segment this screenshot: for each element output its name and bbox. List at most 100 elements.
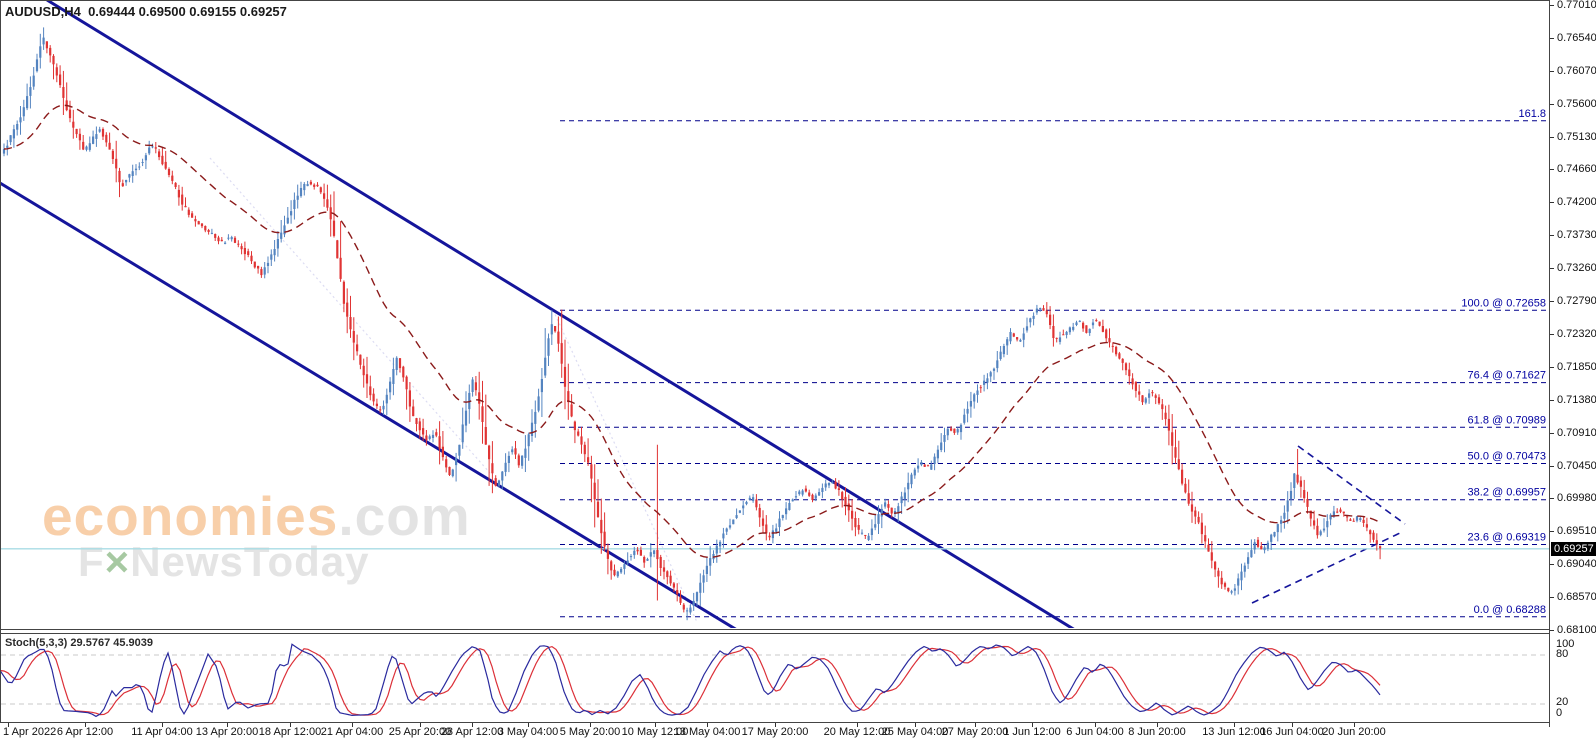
price-scale-tick <box>1550 169 1554 171</box>
time-axis-tick <box>915 723 916 727</box>
ohlc-values: 0.69444 0.69500 0.69155 0.69257 <box>88 4 287 19</box>
price-scale-tick <box>1550 564 1554 566</box>
price-scale-tick <box>1550 333 1554 335</box>
price-scale-tick <box>1550 268 1554 270</box>
stoch-scale-label: 20 <box>1556 696 1569 708</box>
time-axis-label: 13 Apr 20:00 <box>195 726 259 738</box>
time-axis-tick <box>420 723 421 727</box>
time-axis-tick <box>162 723 163 727</box>
time-axis-tick <box>1157 723 1158 727</box>
time-axis-label: 17 May 20:00 <box>741 726 809 738</box>
stoch-name: Stoch(5,3,3) <box>5 637 68 649</box>
price-scale-label: 0.69510 <box>1557 525 1596 538</box>
time-axis-tick <box>590 723 591 727</box>
time-axis-tick <box>1234 723 1235 727</box>
price-scale-label: 0.71850 <box>1557 360 1596 373</box>
price-scale-label: 0.73260 <box>1557 262 1596 275</box>
time-axis-tick <box>975 723 976 727</box>
wedge-support-line <box>1251 532 1401 604</box>
watermark-x-mark-icon: × <box>104 538 131 585</box>
price-scale-tick <box>1550 70 1554 72</box>
time-axis-label: 16 Jun 04:00 <box>1260 726 1324 738</box>
fib-level-label: 161.8 <box>1518 108 1546 120</box>
stoch-values: 29.5767 45.9039 <box>70 637 154 649</box>
stoch-k-line <box>1 643 1381 718</box>
price-scale-tick <box>1550 630 1554 631</box>
price-scale-label: 0.76070 <box>1557 64 1596 77</box>
watermark-fxnewstoday: F×NewsToday <box>78 538 369 586</box>
fib-level-label: 38.2 @ 0.69957 <box>1468 487 1546 499</box>
time-axis-label: 25 Apr 20:00 <box>388 726 452 738</box>
price-scale-label: 0.77010 <box>1557 0 1596 11</box>
price-scale-label: 0.69980 <box>1557 492 1596 505</box>
fib-level-label: 23.6 @ 0.69319 <box>1468 531 1546 543</box>
time-axis-label: 10 May 12:00 <box>621 726 689 738</box>
time-axis-label: 20 Jun 20:00 <box>1322 726 1386 738</box>
stoch-scale-label: 0 <box>1556 707 1563 719</box>
time-axis-label: 1 Jun 12:00 <box>1003 726 1061 738</box>
time-axis-tick <box>290 723 291 727</box>
time-axis-tick <box>85 723 86 727</box>
stochastic-series <box>1 643 1381 718</box>
fibonacci-levels: 161.8 100.0 @ 0.72658 76.4 @ 0.71627 61.8 @… <box>560 108 1549 618</box>
fib-level-label: 76.4 @ 0.71627 <box>1468 370 1546 382</box>
stochastic-indicator-label: Stoch(5,3,3) 29.5767 45.9039 <box>5 637 153 649</box>
time-axis-label: 6 Apr 12:00 <box>56 726 114 738</box>
time-axis-tick <box>8 723 9 727</box>
time-axis-tick <box>472 723 473 727</box>
time-axis-tick <box>1032 723 1033 727</box>
price-scale-tick <box>1550 5 1554 6</box>
price-scale-label: 0.72320 <box>1557 327 1596 340</box>
price-scale-tick <box>1550 465 1554 467</box>
price-scale-label: 0.76540 <box>1557 31 1596 44</box>
fib-level-label: 61.8 @ 0.70989 <box>1468 414 1546 426</box>
price-scale-tick <box>1550 235 1554 237</box>
price-scale-label: 0.75600 <box>1557 97 1596 110</box>
price-scale-label: 0.68100 <box>1557 624 1596 636</box>
time-axis-label: 25 May 04:00 <box>881 726 949 738</box>
time-axis-label: 13 Jun 12:00 <box>1202 726 1266 738</box>
price-scale-tick <box>1550 399 1554 401</box>
watermark-brand-suffix: .com <box>338 485 471 547</box>
candlestick-series <box>2 27 1382 621</box>
time-axis-tick <box>775 723 776 727</box>
stoch-scale-label: 80 <box>1556 648 1569 660</box>
time-axis-label: 18 Apr 12:00 <box>258 726 322 738</box>
time-axis-tick <box>352 723 353 727</box>
price-scale-tick <box>1550 498 1554 500</box>
price-scale-tick <box>1550 366 1554 368</box>
time-axis-tick <box>227 723 228 727</box>
price-scale-label: 0.72790 <box>1557 295 1596 308</box>
time-axis-tick <box>1354 723 1355 727</box>
time-axis-label: 27 May 20:00 <box>941 726 1009 738</box>
current-price-tag: 0.69257 <box>1551 541 1596 556</box>
price-scale-tick <box>1550 202 1554 204</box>
time-axis-tick <box>1292 723 1293 727</box>
price-scale-tick <box>1550 37 1554 39</box>
time-axis-label: 6 Jun 04:00 <box>1066 726 1124 738</box>
price-scale-label: 0.74660 <box>1557 163 1596 176</box>
fib-level-label: 50.0 @ 0.70473 <box>1468 451 1546 463</box>
fib-level-label: 100.0 @ 0.72658 <box>1461 297 1546 309</box>
price-scale-label: 0.75130 <box>1557 130 1596 143</box>
stoch-scale-label: 100 <box>1556 638 1575 650</box>
time-axis-label: 5 May 20:00 <box>559 726 621 738</box>
watermark-brand: economies <box>42 485 339 547</box>
price-scale-label: 0.70910 <box>1557 426 1596 439</box>
time-axis-tick <box>655 723 656 727</box>
time-axis-label: 20 May 12:00 <box>823 726 891 738</box>
chart-title: AUDUSD,H4 0.69444 0.69500 0.69155 0.6925… <box>5 4 287 19</box>
price-scale-tick <box>1550 597 1554 599</box>
time-axis-label: 13 May 04:00 <box>673 726 741 738</box>
price-scale-label: 0.69040 <box>1557 558 1596 571</box>
time-axis-tick <box>1095 723 1096 727</box>
price-chart-canvas[interactable]: 161.8 100.0 @ 0.72658 76.4 @ 0.71627 61.8 @… <box>0 0 1550 743</box>
time-axis-label: 3 May 04:00 <box>497 726 559 738</box>
price-scale-label: 0.74200 <box>1557 196 1596 209</box>
fib-level-label: 0.0 @ 0.68288 <box>1474 604 1546 616</box>
faint-trendline <box>552 309 698 623</box>
time-axis-label: 11 Apr 04:00 <box>131 726 193 738</box>
price-scale-tick <box>1550 531 1554 533</box>
price-scale-tick <box>1550 136 1554 138</box>
